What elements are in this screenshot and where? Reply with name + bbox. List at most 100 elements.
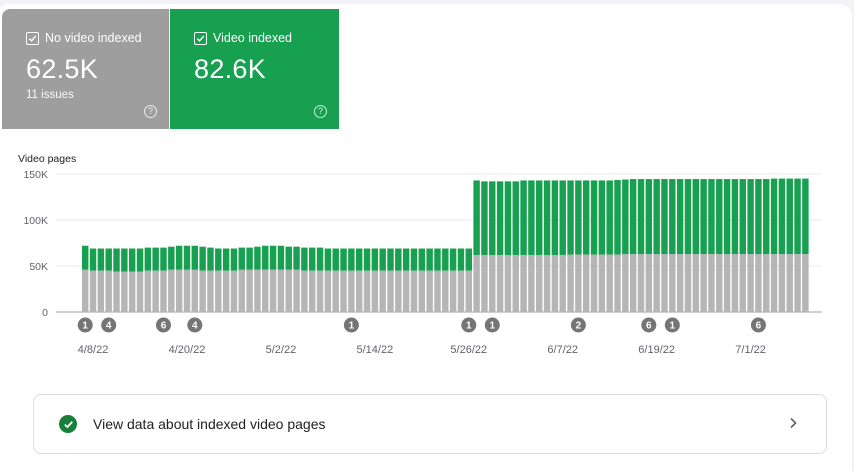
- video-indexed-tile[interactable]: Video indexed 82.6K ?: [170, 9, 339, 129]
- bar-no-video-indexed: [89, 270, 97, 312]
- bar-video-indexed: [222, 248, 230, 271]
- x-tick-label: 7/1/22: [735, 344, 766, 356]
- bar-video-indexed: [637, 179, 645, 255]
- bar-no-video-indexed: [763, 254, 770, 312]
- bar-video-indexed: [802, 178, 809, 255]
- bar-no-video-indexed: [802, 254, 809, 312]
- view-indexed-pages-button[interactable]: View data about indexed video pages: [33, 394, 827, 454]
- bar-video-indexed: [207, 247, 214, 271]
- tile-value: 62.5K: [26, 54, 99, 84]
- bar-no-video-indexed: [316, 270, 324, 312]
- annotation-marker: [101, 317, 117, 333]
- bar-video-indexed: [309, 247, 316, 271]
- annotation-label: 4: [192, 321, 198, 332]
- bar-no-video-indexed: [207, 270, 214, 312]
- tile-value: 82.6K: [194, 54, 267, 84]
- bar-video-indexed: [269, 245, 277, 270]
- bar-video-indexed: [645, 179, 653, 255]
- bar-video-indexed: [434, 248, 441, 271]
- bar-video-indexed: [230, 248, 238, 271]
- bar-no-video-indexed: [340, 270, 347, 312]
- bar-video-indexed: [348, 248, 355, 271]
- bar-no-video-indexed: [669, 254, 676, 312]
- bar-video-indexed: [215, 248, 222, 271]
- bar-no-video-indexed: [113, 271, 120, 312]
- bar-no-video-indexed: [496, 254, 504, 312]
- bar-video-indexed: [496, 181, 504, 255]
- bar-video-indexed: [175, 245, 183, 270]
- bar-video-indexed: [708, 179, 715, 255]
- bar-no-video-indexed: [676, 254, 684, 312]
- bar-no-video-indexed: [700, 254, 707, 312]
- bar-video-indexed: [340, 248, 347, 271]
- bar-no-video-indexed: [449, 270, 457, 312]
- bar-video-indexed: [191, 245, 199, 270]
- bar-no-video-indexed: [293, 269, 300, 312]
- x-tick-label: 4/20/22: [169, 344, 206, 356]
- bar-video-indexed: [598, 180, 606, 255]
- bar-no-video-indexed: [755, 254, 762, 312]
- no-video-indexed-tile[interactable]: No video indexed 62.5K 11 issues ?: [2, 9, 169, 129]
- bar-video-indexed: [168, 246, 175, 270]
- bar-video-indexed: [293, 246, 300, 270]
- bar-video-indexed: [481, 181, 488, 255]
- bar-video-indexed: [457, 248, 465, 271]
- help-icon[interactable]: ?: [144, 105, 157, 118]
- bar-video-indexed: [614, 179, 621, 255]
- bar-no-video-indexed: [778, 254, 786, 312]
- bar-no-video-indexed: [191, 269, 199, 312]
- checkbox-checked-icon[interactable]: [26, 31, 39, 45]
- annotation-marker: [461, 317, 477, 333]
- bar-no-video-indexed: [434, 270, 441, 312]
- x-tick-label: 5/2/22: [266, 344, 297, 356]
- bar-video-indexed: [262, 245, 269, 270]
- bar-no-video-indexed: [246, 269, 253, 312]
- bar-no-video-indexed: [254, 269, 261, 312]
- bar-no-video-indexed: [395, 270, 402, 312]
- bar-video-indexed: [770, 178, 778, 255]
- bar-video-indexed: [402, 248, 410, 271]
- bar-no-video-indexed: [489, 254, 496, 312]
- bar-video-indexed: [395, 248, 402, 271]
- bar-no-video-indexed: [559, 254, 566, 312]
- annotation-marker: [641, 317, 657, 333]
- bar-video-indexed: [371, 248, 379, 271]
- tile-label: Video indexed: [213, 31, 293, 45]
- bar-no-video-indexed: [731, 254, 739, 312]
- bar-no-video-indexed: [739, 254, 746, 312]
- bar-video-indexed: [465, 248, 472, 271]
- bar-video-indexed: [410, 248, 418, 271]
- bar-video-indexed: [442, 248, 449, 271]
- checkbox-checked-icon[interactable]: [194, 31, 207, 45]
- bar-no-video-indexed: [410, 270, 418, 312]
- annotation-marker: [664, 317, 680, 333]
- report-card: No video indexed 62.5K 11 issues ? Video…: [0, 4, 852, 471]
- bar-video-indexed: [763, 179, 770, 255]
- bar-video-indexed: [653, 179, 660, 255]
- bar-video-indexed: [684, 179, 692, 255]
- annotation-label: 1: [82, 321, 88, 332]
- annotation-marker: [155, 317, 171, 333]
- bar-video-indexed: [355, 248, 363, 271]
- bar-video-indexed: [332, 248, 339, 271]
- bar-video-indexed: [387, 248, 394, 271]
- bar-no-video-indexed: [324, 270, 332, 312]
- annotation-marker: [484, 317, 500, 333]
- bar-no-video-indexed: [97, 270, 105, 312]
- bar-video-indexed: [418, 248, 426, 271]
- bar-no-video-indexed: [794, 254, 801, 312]
- help-icon[interactable]: ?: [314, 105, 327, 118]
- bar-no-video-indexed: [598, 254, 606, 312]
- y-axis-title: Video pages: [18, 153, 76, 165]
- chevron-right-icon: [788, 416, 798, 435]
- annotation-label: 6: [756, 321, 762, 332]
- bar-no-video-indexed: [136, 271, 144, 312]
- annotation-marker: [187, 317, 203, 333]
- annotation-label: 1: [349, 321, 355, 332]
- bar-no-video-indexed: [355, 270, 363, 312]
- y-tick-label: 0: [42, 307, 48, 319]
- bar-video-indexed: [160, 247, 167, 271]
- annotation-marker: [750, 317, 766, 333]
- bar-video-indexed: [559, 180, 566, 255]
- annotation-label: 6: [646, 321, 652, 332]
